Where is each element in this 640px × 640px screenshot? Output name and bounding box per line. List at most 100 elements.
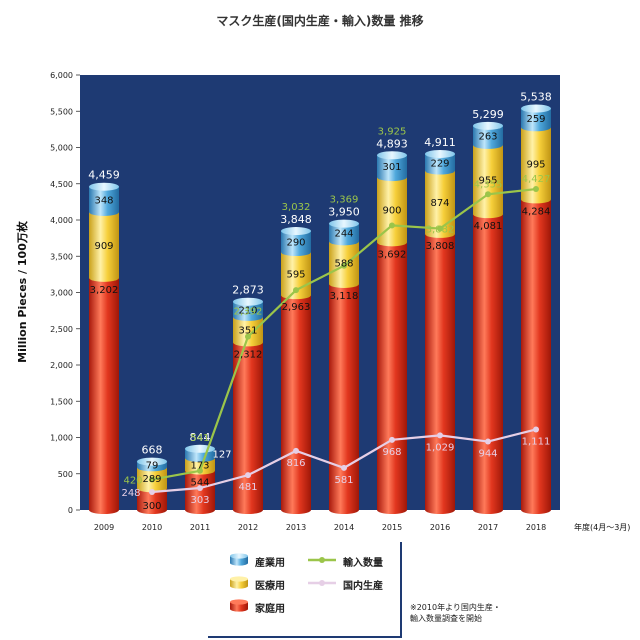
legend-swatch-domestic [308, 580, 336, 586]
bar-segment-medical-bottom [377, 238, 407, 247]
data-label-medical: 874 [430, 198, 449, 209]
bar-segment-household [137, 488, 167, 510]
bar-segment-medical-bottom [521, 195, 551, 204]
data-label-medical: 909 [94, 241, 113, 252]
data-label-import: 420 [123, 476, 142, 487]
bar-stack [377, 151, 407, 514]
point-domestic [197, 485, 203, 492]
data-label-medical: 289 [142, 474, 161, 485]
bar-segment-household [377, 242, 407, 510]
data-label-total: 668 [142, 444, 163, 457]
bar-cap [185, 444, 215, 453]
data-label-industrial: 244 [334, 228, 353, 239]
data-label-domestic: 1,029 [426, 442, 455, 453]
bar-cap [329, 219, 359, 228]
data-label-industrial: 210 [238, 305, 257, 316]
data-label-import: 3,032 [282, 202, 311, 213]
data-label-total: 2,873 [232, 284, 264, 297]
data-label-industrial: 290 [286, 238, 305, 249]
y-tick-label: 1,000 [50, 434, 73, 443]
bar-stack [233, 297, 263, 514]
data-label-import: 4,427 [522, 174, 551, 185]
bar-stack [473, 121, 503, 514]
bar-segment-medical-bottom [473, 210, 503, 219]
data-label-household: 3,202 [90, 285, 119, 296]
legend: 産業用 医療用 家庭用 輸入数量 国内生産 [208, 542, 402, 638]
data-label-total: 4,459 [88, 169, 120, 182]
x-axis-label: 年度(4月〜3月) [574, 522, 630, 532]
data-label-household: 2,963 [282, 302, 311, 313]
legend-label-household: 家庭用 [255, 604, 285, 615]
bar-segment-household [281, 295, 311, 510]
point-domestic [533, 426, 539, 433]
data-label-total: 4,893 [376, 137, 408, 150]
data-label-industrial: 79 [146, 460, 159, 471]
legend-swatch-import [308, 557, 336, 563]
legend-label-import: 輸入数量 [343, 558, 383, 569]
bar-segment-industrial-bottom [185, 454, 215, 463]
y-tick-label: 4,000 [50, 216, 73, 225]
bar-cap [89, 182, 119, 191]
bar-segment-household-bottom [425, 506, 455, 514]
point-domestic [341, 464, 347, 471]
legend-swatch-industrial [230, 553, 248, 566]
data-label-domestic: 248 [121, 488, 140, 499]
bar-segment-industrial [89, 186, 119, 212]
bar-segment-household [521, 199, 551, 510]
y-tick-label: 6,000 [50, 71, 73, 80]
data-label-import: 3,369 [330, 195, 359, 206]
bar-segment-industrial [473, 125, 503, 145]
data-label-medical: 588 [334, 259, 353, 270]
legend-label-domestic: 国内生産 [343, 581, 383, 592]
data-label-household: 3,808 [426, 241, 455, 252]
bar-segment-industrial [281, 231, 311, 253]
x-tick-label: 2009 [94, 523, 114, 532]
point-import [533, 186, 539, 193]
point-import [389, 222, 395, 229]
bar-segment-medical [89, 211, 119, 278]
y-tick-label: 3,500 [50, 252, 73, 261]
x-tick-label: 2011 [190, 523, 210, 532]
x-tick-label: 2015 [382, 523, 402, 532]
bar-segment-industrial-bottom [89, 207, 119, 216]
bar-segment-household-bottom [329, 506, 359, 514]
data-label-import: 3,882 [426, 225, 455, 236]
data-label-industrial: 263 [478, 131, 497, 142]
x-tick-label: 2017 [478, 523, 498, 532]
data-label-household: 4,081 [474, 221, 503, 232]
point-import [341, 262, 347, 269]
point-import [293, 287, 299, 294]
bar-segment-industrial [185, 448, 215, 459]
bar-segment-industrial [329, 223, 359, 242]
bar-segment-industrial [377, 155, 407, 178]
bar-segment-medical-bottom [233, 338, 263, 347]
data-label-import: 4,355 [474, 179, 503, 190]
data-label-domestic: 303 [190, 495, 209, 506]
bar-cap [521, 104, 551, 113]
bar-segment-medical [377, 177, 407, 243]
bar-segment-household-bottom [281, 506, 311, 514]
bar-cap [137, 457, 167, 466]
bar-segment-industrial-bottom [281, 248, 311, 257]
y-tick-label: 3,000 [50, 289, 73, 298]
bar-cap [281, 227, 311, 236]
bar-cap [233, 297, 263, 306]
point-import [197, 467, 203, 474]
footnote-line-1: ※2010年より国内生産・ [410, 603, 501, 612]
bar-segment-medical-bottom [137, 484, 167, 493]
data-label-industrial: 259 [526, 114, 545, 125]
data-label-domestic: 816 [286, 458, 305, 469]
bar-segment-medical [329, 241, 359, 284]
bar-segment-industrial-bottom [377, 173, 407, 182]
data-label-import: 3,925 [378, 126, 407, 137]
data-label-import: 2,392 [234, 307, 263, 318]
bar-segment-medical [425, 170, 455, 234]
data-label-medical: 351 [238, 326, 257, 337]
data-label-total: 4,911 [424, 136, 456, 149]
data-label-household: 300 [142, 501, 161, 512]
data-label-industrial: 348 [94, 195, 113, 206]
legend-label-medical: 医療用 [255, 581, 285, 592]
bar-segment-household-bottom [473, 506, 503, 514]
